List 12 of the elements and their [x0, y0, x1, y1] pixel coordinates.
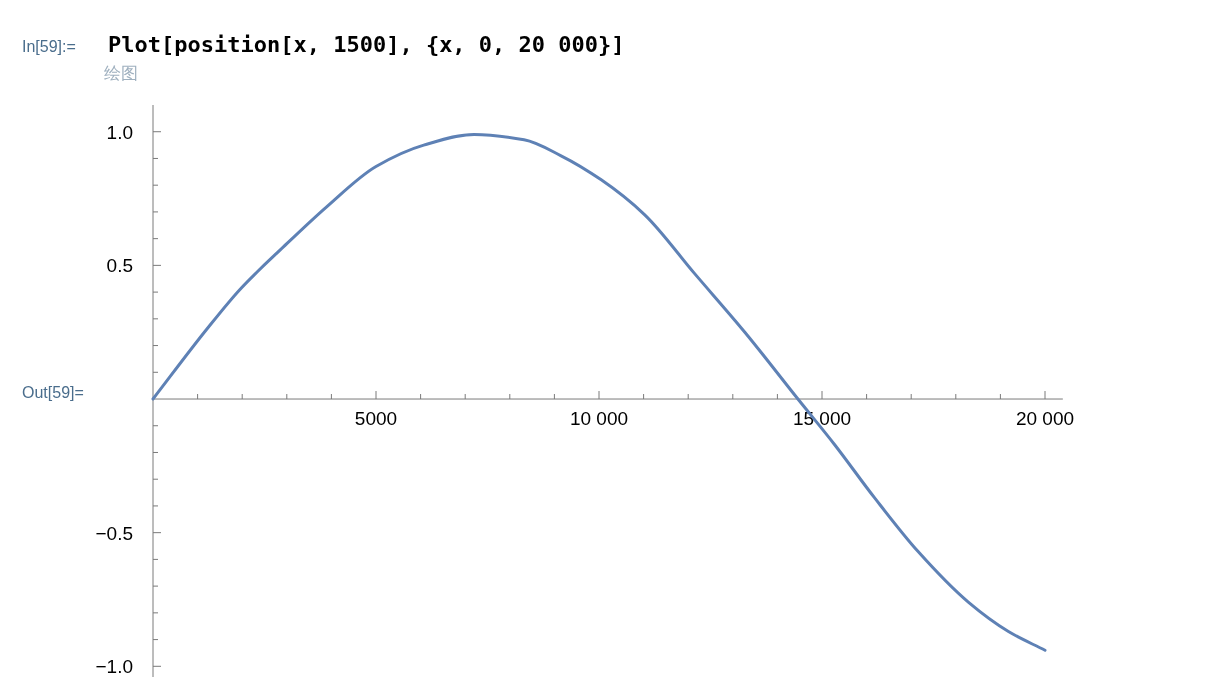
text: Plot[position[x, 1500], {x, 0, 20 000}]	[108, 32, 625, 57]
y-tick-label: −0.5	[95, 522, 133, 544]
x-tick-label: 10 000	[569, 408, 629, 430]
x-tick-label: 5000	[354, 408, 398, 430]
text: 绘图	[104, 64, 138, 83]
y-tick-label: 0.5	[106, 255, 133, 277]
y-tick-label: 1.0	[106, 121, 133, 143]
text: In[59]:=	[22, 38, 76, 55]
x-tick-label: 15 000	[792, 408, 852, 430]
text: Out[59]=	[22, 384, 84, 401]
y-tick-label: −1.0	[95, 656, 133, 678]
x-tick-label: 20 000	[1015, 408, 1075, 430]
